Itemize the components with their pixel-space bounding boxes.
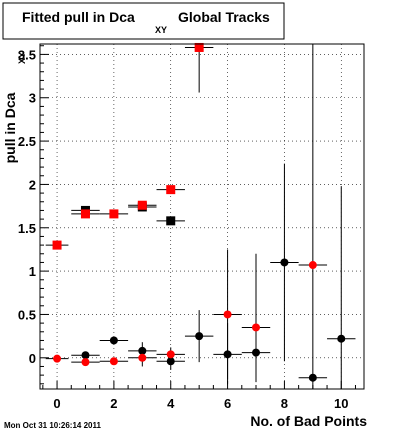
timestamp: Mon Oct 31 10:26:14 2011 [4,421,101,430]
y-tick-label: 1.5 [18,221,36,236]
y-tick-label: 0.5 [18,307,36,322]
data-point [213,249,242,380]
circle-marker [195,332,204,341]
data-point [99,209,129,219]
axis-ticks: 0 2 4 6 8 10 0 0.5 1 1.5 2 2.5 3 3.5 [18,45,356,411]
data-point [99,336,129,345]
data-point [270,163,299,362]
data-point [241,253,271,382]
square-marker [137,200,147,210]
circle-marker [138,353,147,362]
circle-marker [53,354,62,363]
square-marker [166,185,176,195]
square-marker [194,42,204,52]
data-point [71,358,100,367]
data-point [156,185,185,195]
circle-marker [308,261,317,270]
x-tick-label: 4 [167,396,175,411]
data-point [298,261,328,270]
circle-marker [81,358,90,367]
x-tick-label: 10 [334,396,348,411]
data-point [184,42,214,93]
data-point [156,216,185,226]
x-tick-label: 6 [224,396,231,411]
square-marker [109,209,119,219]
y-tick-label: 2.5 [18,134,36,149]
y-tick-label: 3.5 [18,47,36,62]
square-marker [52,240,62,250]
data-point [156,347,185,362]
plot-frame [39,43,365,390]
x-tick-label: 2 [110,396,117,411]
data-point [45,354,69,363]
y-tick-label: 2 [29,177,36,192]
chart-title-main: Fitted pull in Dca [22,9,135,25]
y-axis-label: pull in Dca [2,92,18,163]
circle-marker [166,350,175,359]
data-point [327,186,356,389]
circle-marker [109,336,118,345]
data-point [298,44,328,389]
square-marker [166,216,176,226]
data-points [45,42,356,389]
circle-marker [280,258,289,267]
circle-marker [308,373,317,382]
y-tick-label: 0 [29,351,36,366]
y-tick-label: 3 [29,91,36,106]
data-point [128,349,157,367]
data-point [99,357,129,366]
x-axis-label: No. of Bad Points [250,413,367,429]
x-tick-label: 8 [281,396,288,411]
circle-marker [337,334,346,343]
data-point [184,310,214,363]
data-point [71,351,100,360]
data-point [45,240,69,250]
data-point [128,200,157,210]
y-tick-label: 1 [29,264,36,279]
y-axis-label-sub: XY [17,52,27,64]
circle-marker [109,357,118,366]
chart-title-suffix: Global Tracks [178,9,270,25]
data-point [71,209,100,219]
chart-title-sub: XY [155,25,167,35]
circle-marker [252,323,260,332]
x-tick-label: 0 [53,396,60,411]
title-box [2,2,285,40]
circle-marker [223,310,232,319]
square-marker [80,209,90,219]
circle-marker [81,351,90,360]
